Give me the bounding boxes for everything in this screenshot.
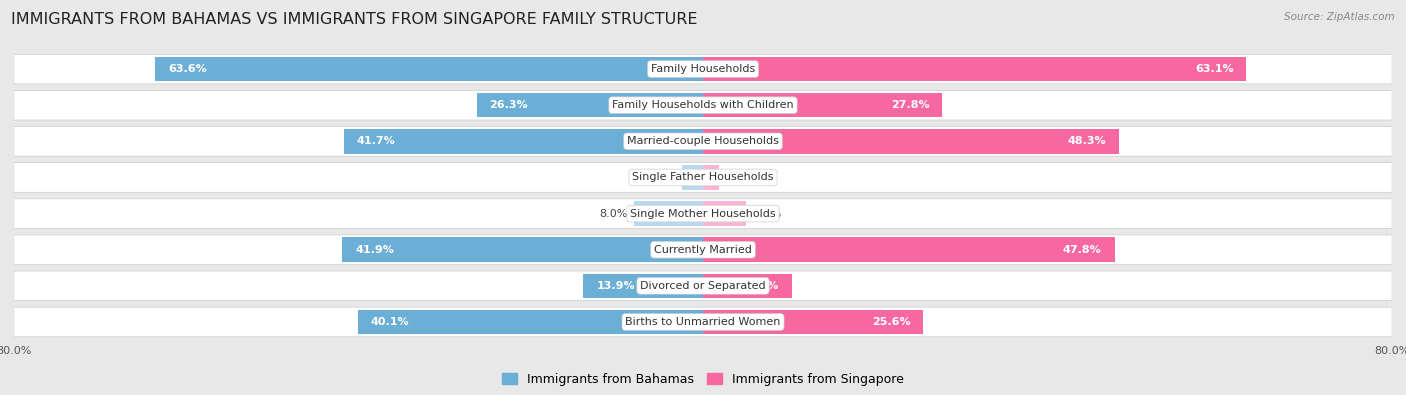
Text: 41.7%: 41.7% [357,136,395,146]
Text: Married-couple Households: Married-couple Households [627,136,779,146]
FancyBboxPatch shape [14,235,1392,265]
Text: Currently Married: Currently Married [654,245,752,255]
Text: Family Households: Family Households [651,64,755,74]
FancyBboxPatch shape [14,90,1392,120]
Bar [344,129,703,154]
FancyBboxPatch shape [14,271,1392,301]
Text: IMMIGRANTS FROM BAHAMAS VS IMMIGRANTS FROM SINGAPORE FAMILY STRUCTURE: IMMIGRANTS FROM BAHAMAS VS IMMIGRANTS FR… [11,12,697,27]
Text: Births to Unmarried Women: Births to Unmarried Women [626,317,780,327]
Text: 41.9%: 41.9% [356,245,394,255]
Text: Divorced or Separated: Divorced or Separated [640,281,766,291]
Text: Single Father Households: Single Father Households [633,173,773,182]
Text: 8.0%: 8.0% [599,209,627,218]
Text: 63.6%: 63.6% [169,64,207,74]
Text: 1.9%: 1.9% [727,173,755,182]
Text: Family Households with Children: Family Households with Children [612,100,794,110]
Text: Single Mother Households: Single Mother Households [630,209,776,218]
Bar [583,274,703,298]
Text: 47.8%: 47.8% [1063,245,1102,255]
FancyBboxPatch shape [14,163,1392,192]
Text: 48.3%: 48.3% [1067,136,1107,146]
FancyBboxPatch shape [14,307,1392,337]
Text: 27.8%: 27.8% [891,100,929,110]
Bar [703,129,1119,154]
Text: 40.1%: 40.1% [371,317,409,327]
Text: 26.3%: 26.3% [489,100,529,110]
Bar [634,201,703,226]
Text: 25.6%: 25.6% [872,317,911,327]
Bar [342,237,703,262]
Bar [357,310,703,334]
Bar [703,237,1115,262]
Text: 13.9%: 13.9% [596,281,636,291]
Bar [703,201,747,226]
Bar [477,93,703,117]
Bar [703,310,924,334]
Text: 10.3%: 10.3% [741,281,779,291]
Text: 63.1%: 63.1% [1195,64,1233,74]
Bar [682,165,703,190]
Bar [703,165,720,190]
Bar [155,57,703,81]
Bar [703,57,1246,81]
FancyBboxPatch shape [14,126,1392,156]
Bar [703,274,792,298]
Bar [703,93,942,117]
FancyBboxPatch shape [14,54,1392,84]
FancyBboxPatch shape [14,199,1392,228]
Text: Source: ZipAtlas.com: Source: ZipAtlas.com [1284,12,1395,22]
Legend: Immigrants from Bahamas, Immigrants from Singapore: Immigrants from Bahamas, Immigrants from… [498,368,908,391]
Text: 5.0%: 5.0% [754,209,782,218]
Text: 2.4%: 2.4% [647,173,675,182]
